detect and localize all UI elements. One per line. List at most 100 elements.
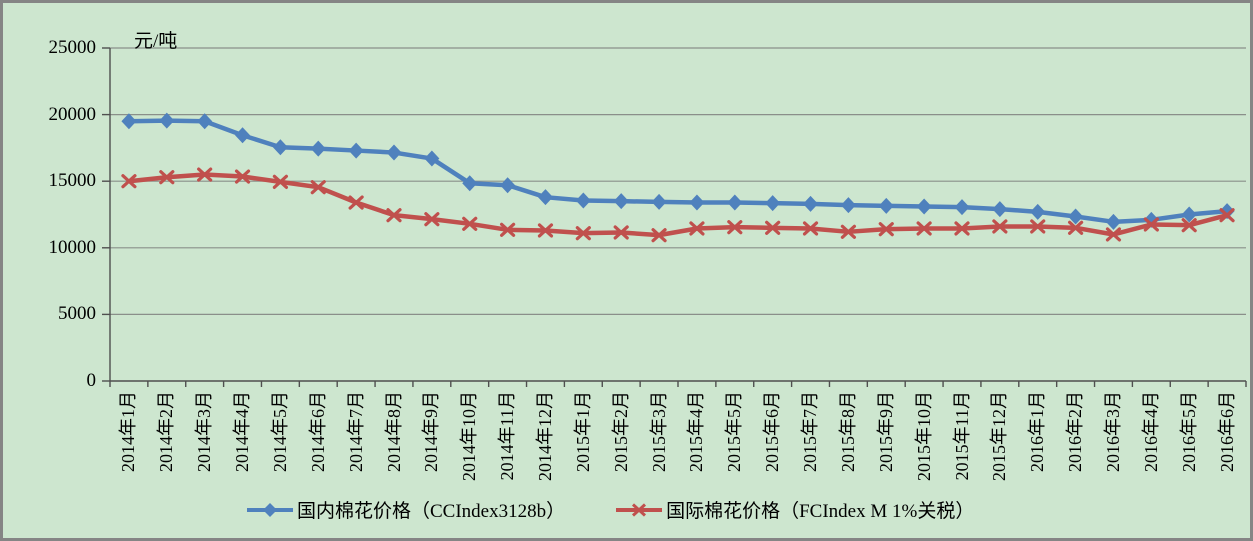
x-axis-label-text: 2014年7月 [345,391,366,472]
marker-international-0 [121,174,137,189]
marker-international-26 [1105,227,1122,242]
marker-international-19 [840,224,856,239]
axis-labels-layer: 0 5000 10000 15000 20000 25000 2014年1月 2014年2月 2… [3,3,1250,538]
x-axis-label-text: 2015年7月 [800,391,821,472]
marker-domestic-13 [613,193,629,210]
legend-label-domestic: 国内棉花价格（CCIndex3128b） [297,501,566,522]
marker-international-22 [954,221,970,236]
x-axis-label-text: 2014年9月 [421,391,442,472]
legend-x-marker-icon [616,502,663,517]
marker-international-23 [992,219,1008,234]
x-axis-label-text: 2014年2月 [156,391,177,472]
legend-x-international [632,502,647,517]
x-axis-label-text: 2015年6月 [762,391,783,472]
x-axis-label-text: 2014年5月 [269,391,290,472]
x-axis-label-text: 2014年11月 [497,391,518,481]
legend-diamond-domestic [263,502,277,517]
x-axis-label-text: 2014年3月 [194,391,215,472]
plot-area [102,47,1247,387]
x-axis-label-text: 2014年1月 [118,391,139,472]
marker-domestic-14 [651,193,667,210]
marker-international-15 [689,221,705,236]
x-axis-label-text: 2014年4月 [232,391,253,472]
marker-domestic-28 [1181,206,1197,223]
marker-international-17 [765,220,781,235]
marker-domestic-1 [159,112,175,129]
marker-domestic-26 [1105,213,1121,230]
x-axis-label-text: 2016年4月 [1140,391,1161,472]
marker-international-10 [500,222,516,237]
marker-domestic-16 [727,194,743,211]
marker-domestic-9 [462,175,478,192]
y-tick-label-25000: 25000 [48,37,97,58]
x-axis-label-text: 2015年12月 [989,391,1010,481]
x-axis-label-text: 2016年1月 [1027,391,1048,472]
marker-domestic-20 [878,197,894,214]
marker-international-11 [537,223,554,238]
marker-international-13 [613,225,629,240]
marker-international-6 [348,195,364,210]
legend-label-international: 国际棉花价格（FCIndex M 1%关税） [666,501,975,522]
marker-international-7 [386,208,402,223]
marker-international-27 [1143,217,1159,232]
marker-international-25 [1068,220,1084,235]
marker-domestic-18 [803,195,819,212]
marker-international-4 [272,174,288,189]
marker-domestic-21 [916,198,932,215]
marker-domestic-25 [1068,208,1084,225]
series-line-international [126,172,1230,238]
marker-domestic-6 [348,142,364,159]
y-tick-label-15000: 15000 [48,170,97,192]
marker-international-14 [651,228,667,243]
marker-domestic-4 [272,139,288,156]
x-axis-label-text: 2015年3月 [648,391,669,472]
marker-domestic-7 [386,144,402,161]
marker-domestic-24 [1030,203,1046,220]
marker-international-1 [159,170,175,185]
x-axis-label-text: 2015年8月 [837,391,858,472]
marker-domestic-22 [954,199,970,216]
marker-domestic-15 [689,194,705,211]
x-axis-label-text: 2015年9月 [875,391,896,472]
x-axis-label-text: 2014年6月 [307,391,328,472]
marker-international-5 [310,180,326,195]
x-axis-label-text: 2015年10月 [913,391,934,481]
x-axis-label-text: 2016年3月 [1102,391,1123,472]
marker-international-2 [197,167,213,182]
marker-international-3 [234,169,251,184]
marker-domestic-0 [121,113,137,130]
x-axis-label-text: 2015年2月 [610,391,631,472]
marker-domestic-19 [840,197,856,214]
marker-international-20 [878,222,894,237]
marker-domestic-3 [235,127,251,144]
x-axis-label-text: 2016年5月 [1178,391,1199,472]
marker-domestic-2 [197,113,213,130]
marker-international-28 [1181,218,1197,233]
marker-international-21 [916,221,932,236]
x-axis-label-text: 2015年5月 [724,391,745,472]
marker-domestic-8 [424,150,440,167]
marker-international-24 [1030,219,1046,234]
x-axis-label-text: 2014年10月 [459,391,480,481]
marker-international-18 [802,221,819,236]
marker-domestic-17 [765,195,781,212]
x-axis-label-text: 2015年4月 [686,391,707,472]
marker-domestic-10 [500,177,516,194]
legend-item-domestic: 国内棉花价格（CCIndex3128b） [246,496,565,523]
marker-international-9 [462,216,478,231]
y-tick-label-0: 0 [86,370,97,391]
marker-international-12 [575,226,591,241]
y-tick-label-20000: 20000 [48,103,97,125]
legend-item-international: 国际棉花价格（FCIndex M 1%关税） [615,496,974,523]
x-axis-label-text: 2015年11月 [951,391,972,481]
marker-domestic-23 [992,201,1008,218]
marker-domestic-11 [537,189,553,206]
y-tick-label-5000: 5000 [58,303,96,325]
x-axis-label-text: 2016年2月 [1065,391,1086,472]
x-axis-label-text: 2015年1月 [572,391,593,472]
marker-international-8 [424,212,440,227]
marker-domestic-5 [310,140,326,157]
x-axis-label-text: 2014年8月 [383,391,404,472]
y-tick-label-10000: 10000 [48,236,97,258]
